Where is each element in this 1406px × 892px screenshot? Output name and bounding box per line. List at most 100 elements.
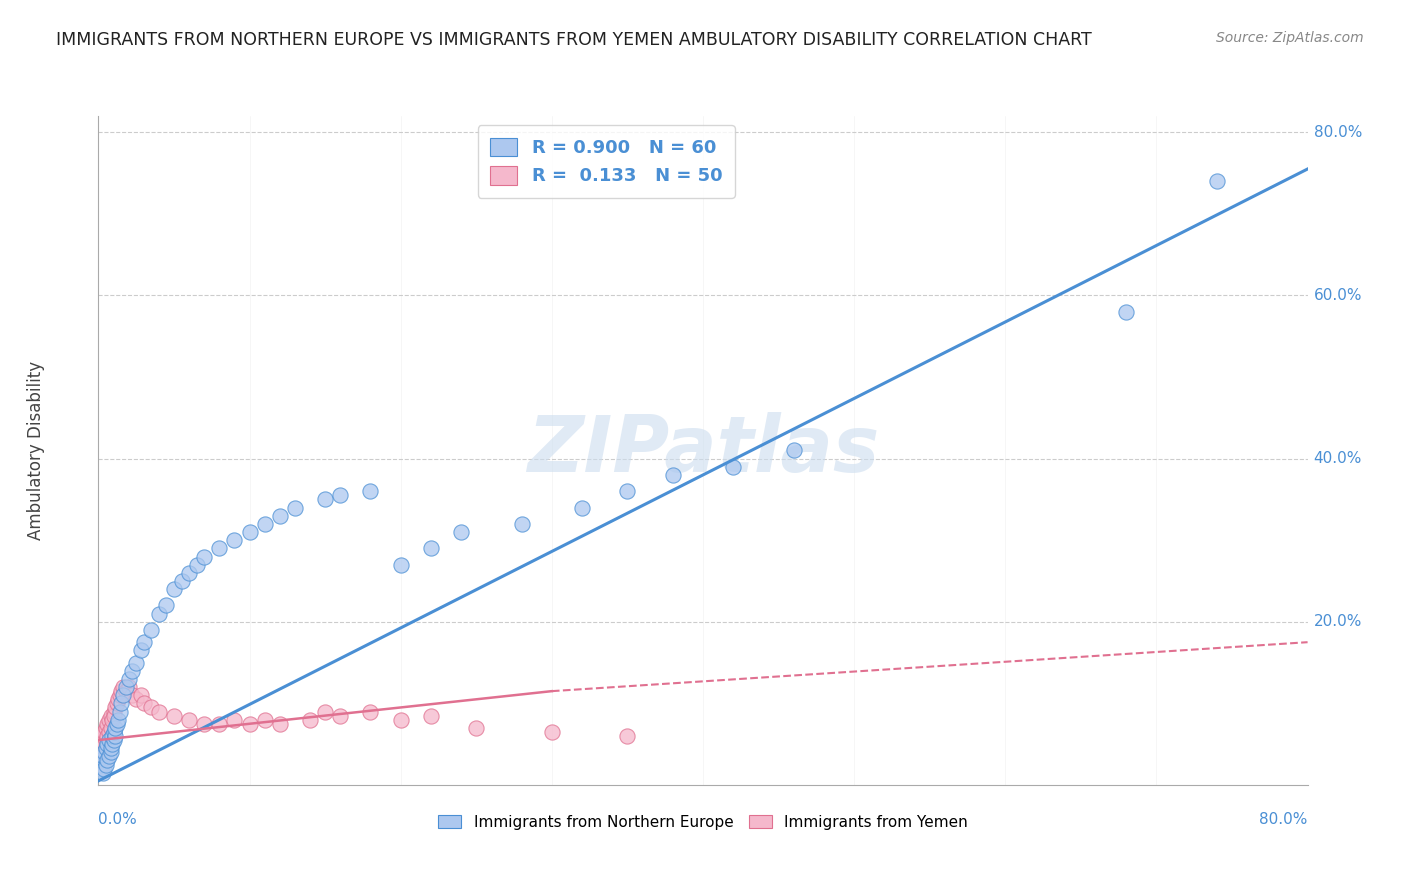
Point: [98, 733, 121, 747]
Point: [253, 713, 276, 727]
Text: Ambulatory Disability: Ambulatory Disability: [27, 361, 45, 540]
Point: [148, 705, 170, 719]
Point: [177, 566, 201, 580]
Point: [1206, 174, 1229, 188]
Point: [91, 749, 114, 764]
Point: [100, 745, 122, 759]
Point: [129, 643, 152, 657]
Point: [110, 684, 132, 698]
Point: [465, 721, 488, 735]
Point: [93, 725, 115, 739]
Point: [104, 721, 127, 735]
Point: [94, 741, 117, 756]
Point: [90, 754, 112, 768]
Point: [661, 467, 683, 482]
Point: [91, 729, 114, 743]
Point: [118, 680, 141, 694]
Point: [96, 729, 118, 743]
Point: [389, 558, 412, 572]
Point: [107, 692, 129, 706]
Text: ZIPatlas: ZIPatlas: [527, 412, 879, 489]
Point: [94, 733, 117, 747]
Point: [91, 749, 114, 764]
Text: 80.0%: 80.0%: [1260, 812, 1308, 827]
Point: [239, 524, 262, 539]
Point: [284, 500, 307, 515]
Point: [299, 713, 322, 727]
Point: [96, 716, 118, 731]
Point: [721, 459, 744, 474]
Point: [170, 574, 193, 588]
Point: [103, 708, 125, 723]
Point: [450, 524, 472, 539]
Point: [132, 635, 155, 649]
Point: [141, 623, 163, 637]
Point: [616, 729, 638, 743]
Point: [269, 716, 291, 731]
Text: Source: ZipAtlas.com: Source: ZipAtlas.com: [1216, 31, 1364, 45]
Point: [103, 705, 125, 719]
Point: [148, 607, 170, 621]
Legend: R = 0.900   N = 60, R =  0.133   N = 50: R = 0.900 N = 60, R = 0.133 N = 50: [478, 125, 735, 198]
Point: [177, 713, 201, 727]
Point: [121, 664, 143, 678]
Point: [193, 549, 215, 564]
Point: [101, 729, 124, 743]
Point: [93, 762, 115, 776]
Point: [269, 508, 291, 523]
Point: [98, 725, 121, 739]
Point: [314, 492, 336, 507]
Point: [100, 721, 122, 735]
Point: [419, 708, 441, 723]
Point: [510, 516, 533, 531]
Point: [125, 692, 148, 706]
Point: [360, 705, 382, 719]
Point: [389, 713, 412, 727]
Point: [100, 741, 122, 756]
Point: [103, 733, 125, 747]
Text: 40.0%: 40.0%: [1313, 451, 1362, 467]
Point: [155, 599, 177, 613]
Point: [782, 443, 804, 458]
Point: [111, 680, 134, 694]
Point: [329, 708, 352, 723]
Point: [208, 716, 231, 731]
Point: [96, 754, 118, 768]
Point: [208, 541, 231, 556]
Point: [100, 708, 122, 723]
Point: [104, 700, 127, 714]
Point: [111, 688, 134, 702]
Point: [125, 656, 148, 670]
Point: [108, 705, 131, 719]
Text: IMMIGRANTS FROM NORTHERN EUROPE VS IMMIGRANTS FROM YEMEN AMBULATORY DISABILITY C: IMMIGRANTS FROM NORTHERN EUROPE VS IMMIG…: [56, 31, 1092, 49]
Point: [101, 713, 124, 727]
Point: [253, 516, 276, 531]
Point: [110, 697, 132, 711]
Point: [571, 500, 593, 515]
Text: 60.0%: 60.0%: [1313, 288, 1362, 303]
Point: [163, 708, 186, 723]
Point: [193, 716, 215, 731]
Point: [132, 697, 155, 711]
Point: [314, 705, 336, 719]
Point: [329, 488, 352, 502]
Point: [98, 713, 121, 727]
Point: [104, 729, 127, 743]
Point: [616, 484, 638, 499]
Text: 0.0%: 0.0%: [98, 812, 138, 827]
Point: [89, 754, 111, 768]
Point: [98, 749, 121, 764]
Point: [103, 725, 125, 739]
Point: [239, 716, 262, 731]
Point: [141, 700, 163, 714]
Point: [90, 757, 112, 772]
Point: [93, 737, 115, 751]
Point: [360, 484, 382, 499]
Point: [96, 737, 118, 751]
Point: [224, 533, 246, 548]
Point: [224, 713, 246, 727]
Point: [118, 672, 141, 686]
Text: 80.0%: 80.0%: [1313, 125, 1362, 140]
Point: [129, 688, 152, 702]
Point: [101, 737, 124, 751]
